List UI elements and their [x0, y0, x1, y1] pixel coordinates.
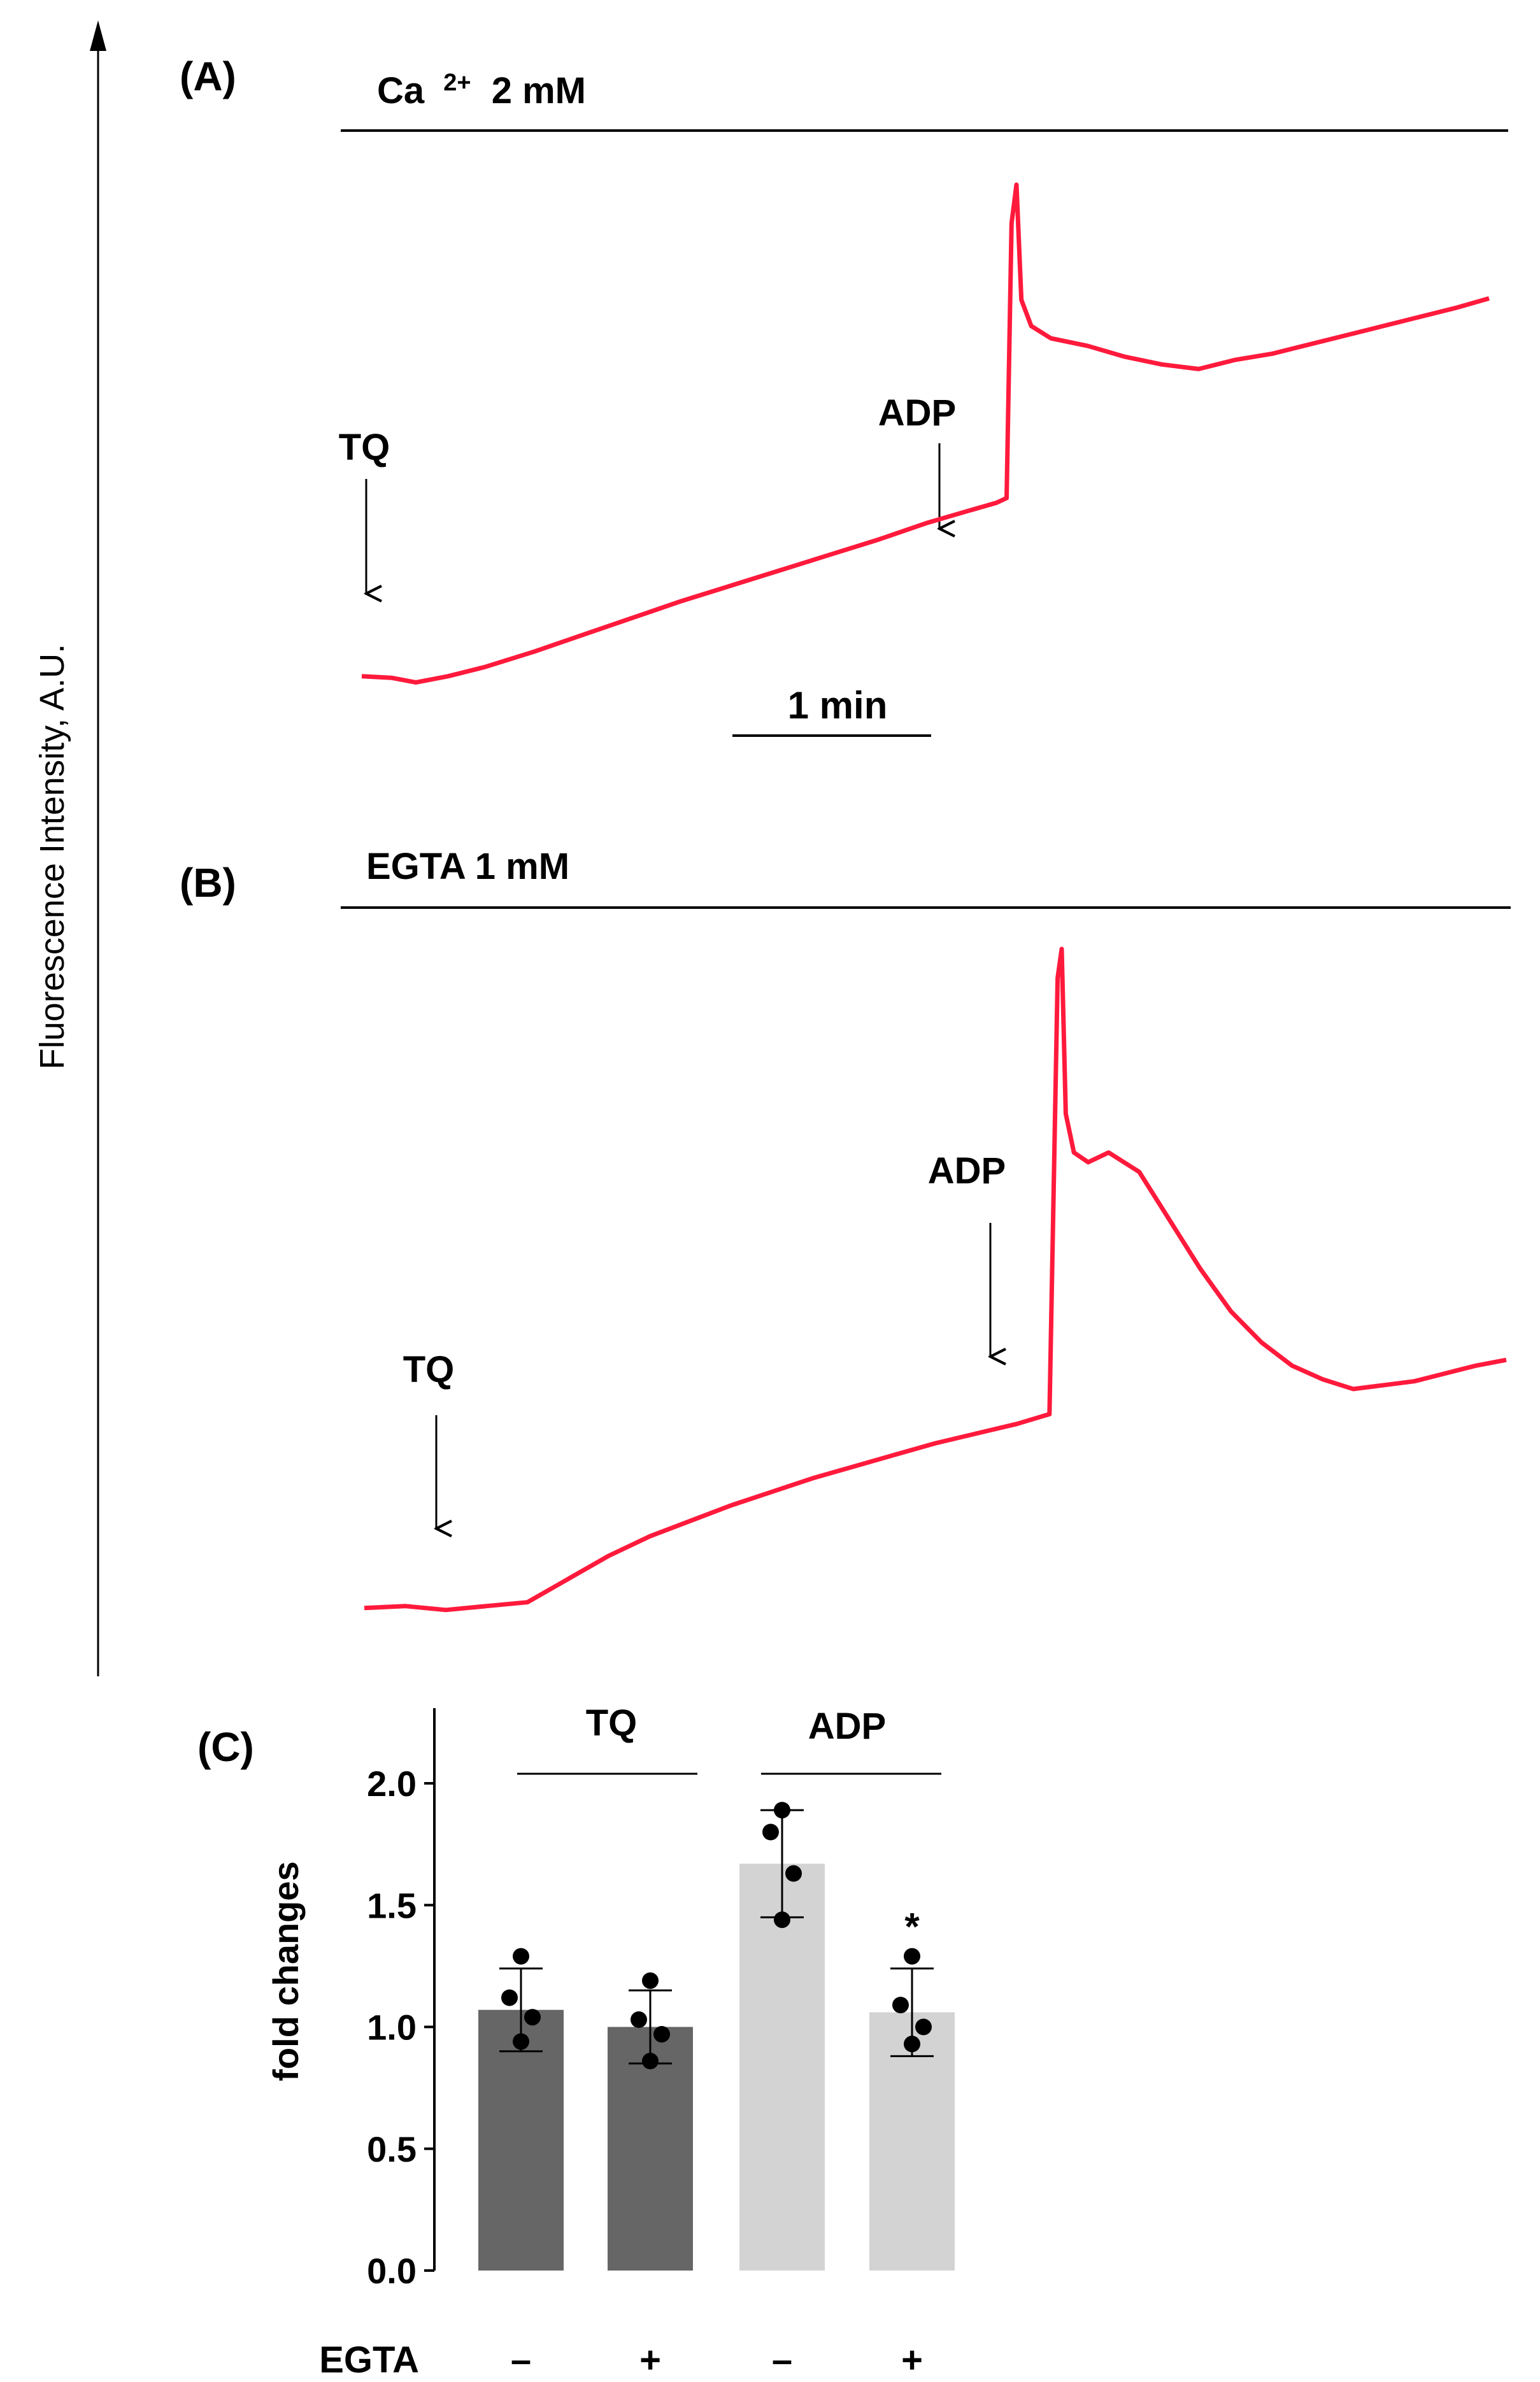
- panel-a-label: (A): [180, 53, 236, 99]
- panel-c-label: (C): [197, 1724, 254, 1770]
- data-point-1-1: [653, 2025, 670, 2043]
- panel-b: (B) EGTA 1 mM TQ ADP: [180, 846, 1511, 1613]
- data-point-1-0: [642, 2053, 659, 2070]
- panel-a-condition-superscript: 2+: [443, 69, 471, 96]
- panel-b-condition: EGTA 1 mM: [366, 846, 569, 887]
- data-point-0-1: [524, 2009, 541, 2026]
- panel-b-trace: [364, 946, 1507, 1613]
- panel-b-adp-label: ADP: [928, 1150, 1006, 1192]
- data-point-0-2: [501, 1989, 518, 2006]
- data-point-3-1: [915, 2018, 932, 2036]
- category-label-3: +: [901, 2339, 923, 2381]
- panel-a-condition-prefix: Ca: [377, 70, 425, 111]
- data-point-0-3: [513, 1948, 529, 1965]
- data-point-3-0: [904, 2036, 920, 2053]
- panel-a-condition-suffix: 2 mM: [492, 70, 586, 111]
- fluorescence-axis-arrowhead: [90, 20, 106, 51]
- panel-a: (A) Ca 2+ 2 mM TQ ADP 1 min: [180, 53, 1508, 737]
- panel-c-ylabel: fold changes: [266, 1861, 306, 2081]
- panel-b-tq-label: TQ: [403, 1349, 455, 1390]
- y-tick-label-2: 1.0: [367, 2008, 417, 2048]
- panel-c-xlabel: EGTA: [319, 2339, 419, 2381]
- group-label-adp: ADP: [808, 1706, 886, 1747]
- panel-a-tq-label: TQ: [339, 427, 390, 468]
- data-point-1-3: [642, 1972, 659, 1989]
- significance-marker-3: *: [904, 1906, 920, 1948]
- y-tick-label-4: 2.0: [367, 1764, 417, 1804]
- panel-a-condition: Ca 2+ 2 mM: [377, 57, 586, 111]
- data-point-3-2: [892, 1997, 909, 2014]
- panel-c: (C) fold changes EGTA TQ ADP 0.0 0.5 1.0 1.…: [197, 1702, 955, 2381]
- y-tick-label-3: 1.5: [367, 1885, 417, 1925]
- panel-a-trace: [361, 182, 1490, 685]
- panel-a-adp-label: ADP: [878, 392, 956, 434]
- bar-0: [478, 2009, 564, 2271]
- y-tick-label-1: 0.5: [367, 2129, 417, 2169]
- data-point-2-2: [762, 1823, 779, 1841]
- data-point-2-3: [774, 1802, 790, 1819]
- fluorescence-axis-label: Fluorescence Intensity, A.U.: [33, 644, 71, 1069]
- data-point-1-2: [631, 2011, 647, 2029]
- bar-chart: 0.0 0.5 1.0 1.5 2.0 – + – * +: [367, 1708, 955, 2381]
- data-point-0-0: [513, 2033, 529, 2050]
- category-label-0: –: [511, 2339, 531, 2381]
- category-label-2: –: [772, 2339, 792, 2381]
- panel-b-label: (B): [180, 860, 236, 906]
- data-point-3-3: [904, 1948, 920, 1965]
- category-label-1: +: [639, 2339, 661, 2381]
- scale-bar-label: 1 min: [788, 684, 888, 727]
- y-tick-label-0: 0.0: [367, 2251, 417, 2291]
- group-label-tq: TQ: [586, 1702, 638, 1744]
- data-point-2-0: [774, 1911, 790, 1929]
- data-point-2-1: [785, 1865, 802, 1882]
- bar-2: [739, 1864, 825, 2271]
